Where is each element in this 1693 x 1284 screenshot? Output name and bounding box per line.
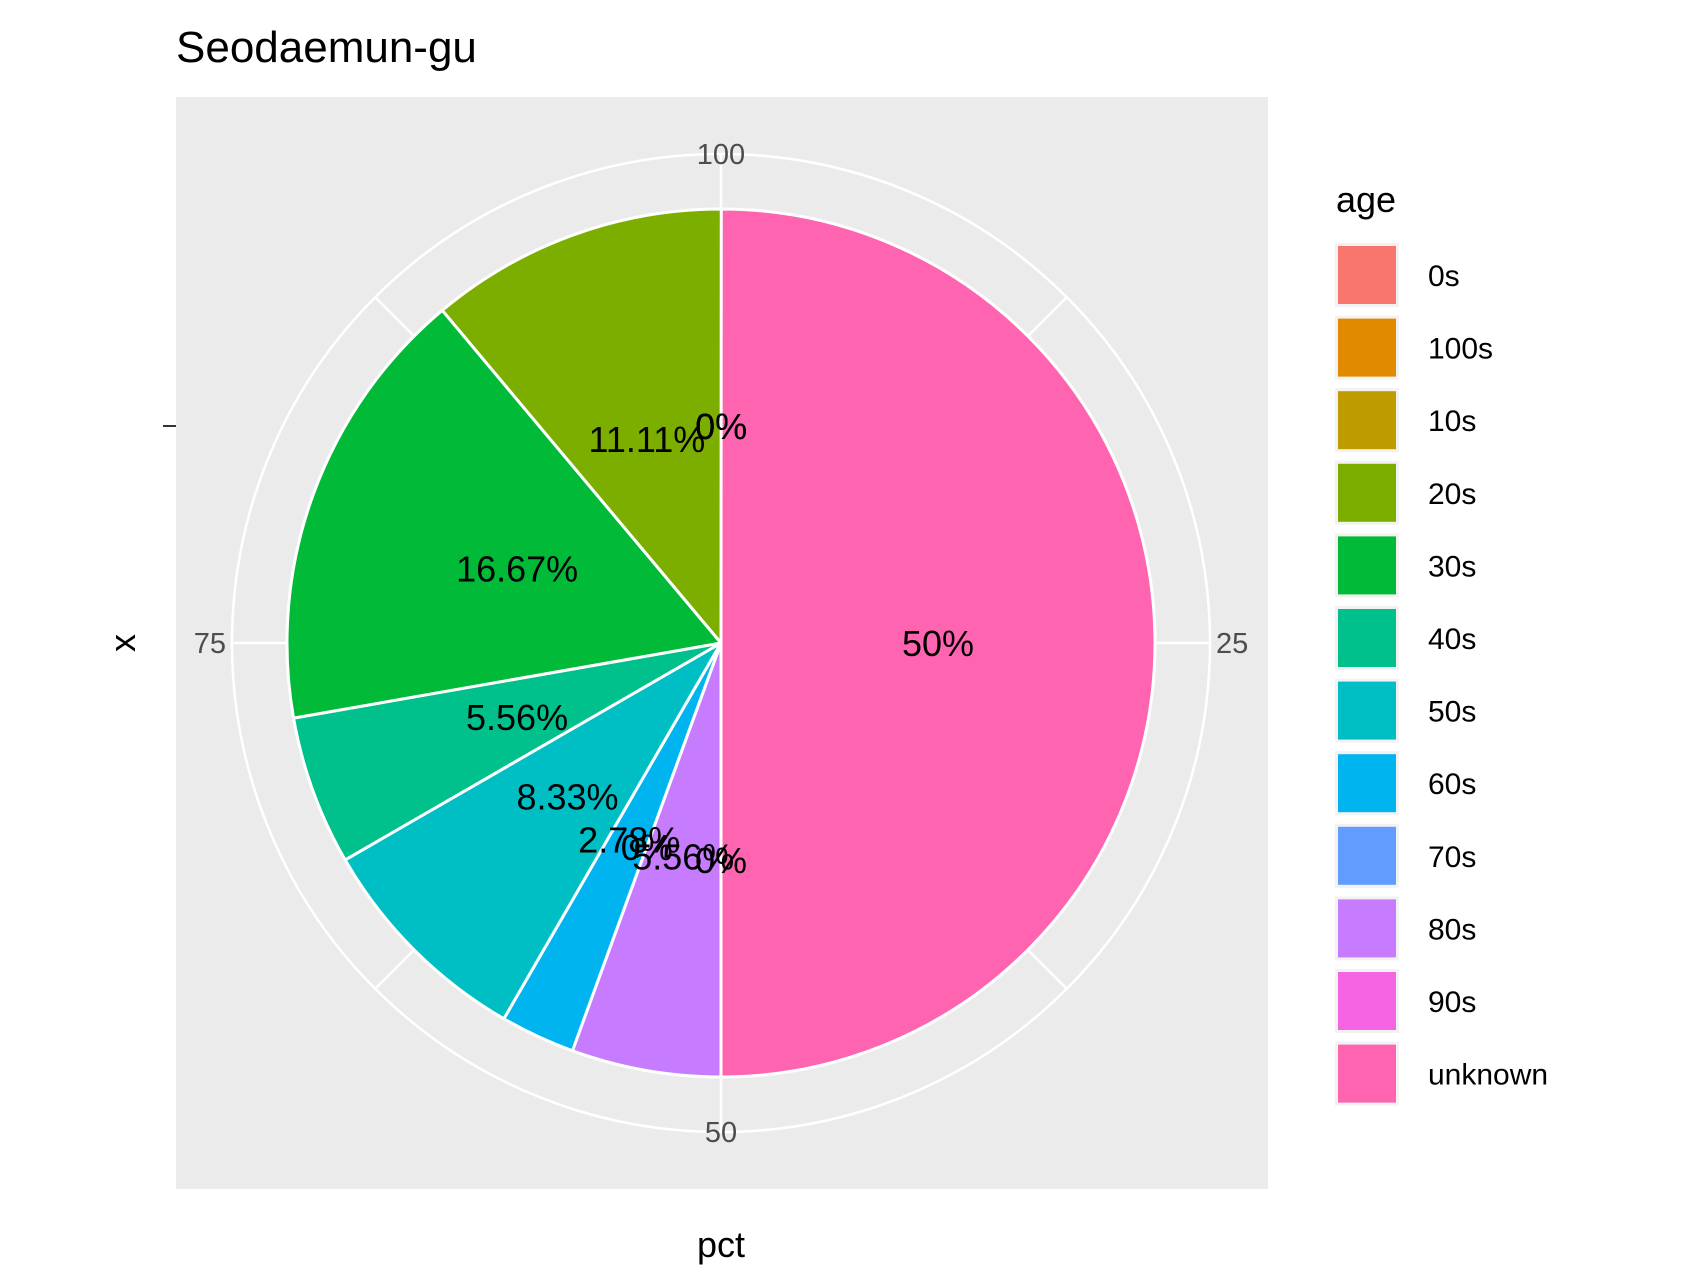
grid-spoke [1027,296,1068,337]
x-axis-title: pct [697,1224,745,1265]
pie-slice-unknown [719,207,1157,1079]
legend-label-20s: 20s [1428,478,1476,511]
radial-tick-75: 75 [194,628,226,660]
slice-label-unknown: 50% [902,623,974,664]
legend-key-20s [1338,463,1396,522]
slice-label-90s: 0% [695,840,747,881]
legend-label-90s: 90s [1428,986,1476,1019]
legend-key-100s [1338,318,1396,377]
legend-key-40s [1338,609,1396,667]
radial-tick-50: 50 [705,1117,737,1149]
legend-key-70s [1338,826,1396,885]
legend-key-50s [1338,681,1396,740]
grid-spoke [374,296,415,337]
slice-label-70s: 0% [621,827,673,868]
radial-tick-25: 25 [1216,628,1248,660]
grid-spoke [1027,949,1068,990]
pie-slice-30s [285,308,723,720]
pie-slice-50s [343,641,723,1021]
legend-label-50s: 50s [1428,696,1476,729]
legend-label-unknown: unknown [1428,1059,1548,1092]
legend-key-unknown [1338,1044,1396,1103]
legend-label-80s: 80s [1428,913,1476,946]
radial-tick-100: 100 [697,139,745,171]
slice-label-0s: 0% [695,406,747,447]
y-axis-title: x [102,634,143,652]
slice-label-20s: 11.11% [589,419,706,460]
pie-slice-80s [570,641,723,1079]
legend-key-60s [1338,754,1396,813]
legend-title: age [1336,179,1396,220]
slice-label-50s: 8.33% [516,776,618,817]
legend-key-0s [1338,246,1396,304]
slice-labels: 50%0%5.56%0%2.78%8.33%5.56%16.67%11.11%0… [456,406,974,881]
slice-label-80s: 5.56% [632,837,734,878]
legend-key-10s [1338,391,1396,450]
legend-label-10s: 10s [1428,405,1476,438]
legend-label-40s: 40s [1428,623,1476,656]
legend-label-60s: 60s [1428,768,1476,801]
grid-spoke [374,949,415,990]
pie-slice-20s [440,207,723,645]
legend-key-30s [1338,536,1396,595]
pie-slice-40s [292,641,723,862]
slice-label-30s: 16.67% [456,549,578,590]
legend-label-0s: 0s [1428,260,1460,293]
slice-label-10s: 0% [695,406,747,447]
radial-ticks: 100 25 50 75 [194,139,1249,1149]
legend-label-30s: 30s [1428,550,1476,583]
legend: age 0s 100s 10s 20s 30s 40s 50s 60s 70s 80s 90s unk… [1335,179,1548,1106]
legend-label-100s: 100s [1428,333,1493,366]
slice-label-100s: 0% [695,406,747,447]
pie-slices [285,207,1157,1079]
legend-label-70s: 70s [1428,841,1476,874]
legend-key-80s [1338,899,1396,958]
slice-label-60s: 2.78% [578,820,680,861]
chart-title: Seodaemun-gu [176,23,477,72]
slice-label-40s: 5.56% [466,697,568,738]
legend-key-90s [1338,972,1396,1030]
